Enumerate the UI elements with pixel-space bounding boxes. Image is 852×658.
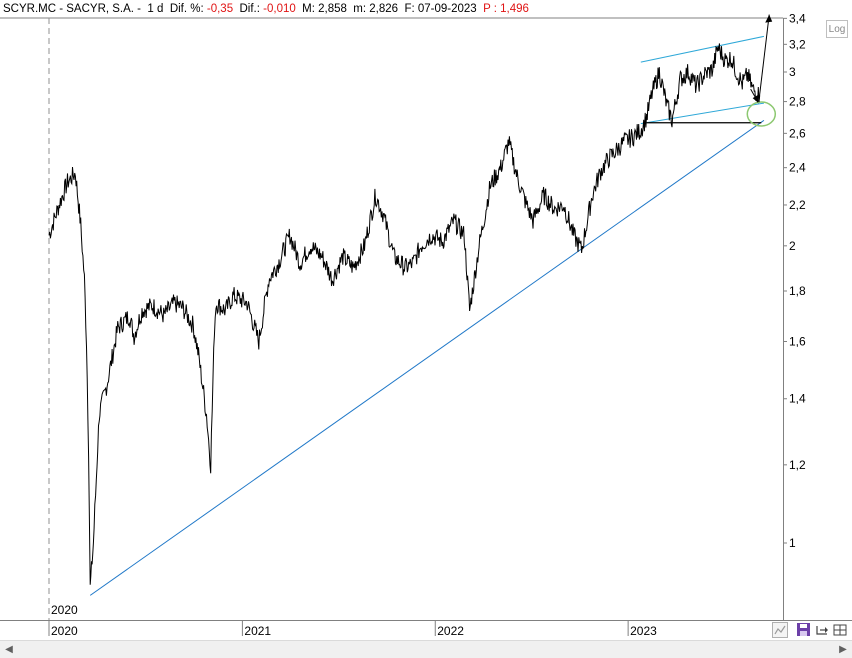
price-label: P : 1,496 — [483, 3, 529, 15]
y-tick-label: 1 — [789, 536, 796, 550]
horizontal-scrollbar[interactable]: ◀ ▶ — [0, 640, 852, 658]
y-tick-label: 2,6 — [789, 126, 806, 140]
year-marker-label: 2020 — [51, 603, 78, 617]
dif-value: -0,010 — [263, 3, 296, 15]
x-tick-label: 2022 — [437, 624, 464, 638]
chart-header: SCYR.MC - SACYR, S.A. - 1 d Dif. %: -0,3… — [0, 0, 786, 18]
channel-upper-line — [640, 35, 765, 63]
y-tick-label: 1,6 — [789, 334, 806, 348]
x-axis: 2020 2021 2022 2023 — [48, 620, 657, 638]
min-label: m: 2,826 — [353, 3, 399, 15]
max-label: M: 2,858 — [302, 3, 347, 15]
y-tick-label: 1,4 — [789, 392, 806, 406]
price-chart[interactable]: 2020 1 1,2 1,4 1,6 1,8 2 2,2 2,4 2,6 2,8 3 3,2 3,4 2… — [0, 0, 852, 640]
y-tick-label: 2,4 — [789, 161, 806, 175]
y-tick-label: 3 — [789, 65, 796, 79]
x-tick-label: 2023 — [630, 624, 657, 638]
y-tick-label: 2,8 — [789, 95, 806, 109]
dif-pct-value: -0,35 — [206, 3, 234, 15]
y-tick-label: 2,2 — [789, 198, 806, 212]
price-line — [48, 43, 761, 585]
highlight-circle — [746, 101, 777, 127]
expand-icon[interactable] — [814, 622, 830, 638]
line-chart-icon[interactable] — [772, 622, 788, 638]
chart-toolbar — [770, 620, 850, 640]
x-tick-label: 2020 — [51, 624, 78, 638]
log-scale-button[interactable]: Log — [826, 20, 848, 38]
triangle-left-icon[interactable]: ◀ — [5, 644, 13, 655]
dif-label: Dif.: — [239, 3, 260, 15]
y-axis: 1 1,2 1,4 1,6 1,8 2 2,2 2,4 2,6 2,8 3 3,2 3,4 — [783, 11, 806, 550]
save-icon[interactable] — [796, 622, 812, 638]
y-tick-label: 3,4 — [789, 11, 806, 25]
date-label: F: 07-09-2023 — [404, 3, 477, 15]
dif-pct-label: Dif. %: — [169, 3, 204, 15]
grid-icon[interactable] — [832, 622, 848, 638]
y-tick-label: 1,8 — [789, 284, 806, 298]
triangle-right-icon[interactable]: ▶ — [839, 644, 847, 655]
channel-lower-line — [640, 102, 765, 125]
y-tick-label: 3,2 — [789, 37, 806, 51]
ticker-label: SCYR.MC - SACYR, S.A. - — [3, 3, 142, 15]
price-series — [48, 43, 761, 585]
projection-arrow-line — [758, 14, 770, 104]
projection-arrowhead — [765, 14, 773, 23]
period-label: 1 d — [147, 3, 164, 15]
x-tick-label: 2021 — [244, 624, 271, 638]
y-tick-label: 1,2 — [789, 458, 806, 472]
y-tick-label: 2 — [789, 239, 796, 253]
annotations — [89, 14, 777, 596]
chart-frame: 2020 — [0, 17, 852, 621]
support-trendline — [89, 119, 765, 596]
